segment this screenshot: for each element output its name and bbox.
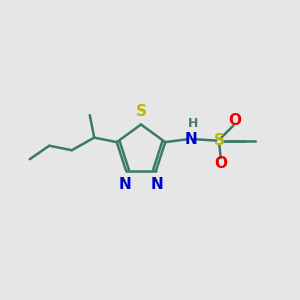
Text: S: S bbox=[136, 104, 146, 119]
Text: N: N bbox=[184, 132, 197, 147]
Text: H: H bbox=[188, 117, 198, 130]
Text: O: O bbox=[214, 156, 227, 171]
Text: N: N bbox=[118, 177, 131, 192]
Text: N: N bbox=[151, 177, 164, 192]
Text: S: S bbox=[214, 133, 225, 148]
Text: O: O bbox=[228, 113, 242, 128]
